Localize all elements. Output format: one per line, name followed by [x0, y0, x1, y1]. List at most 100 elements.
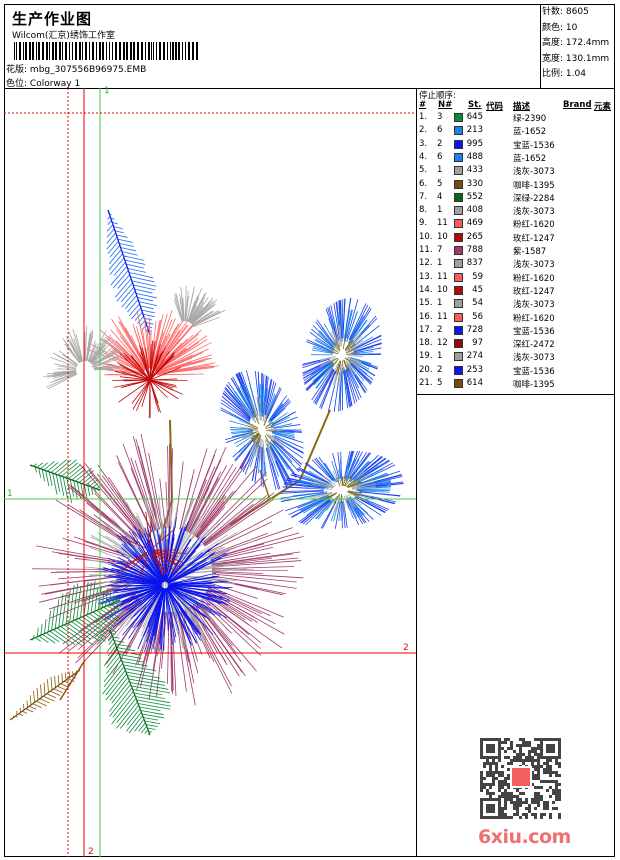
row-stitches: 408 [466, 205, 483, 216]
row-number: 12. [419, 258, 433, 269]
row-description: 宝蓝-1536 [513, 140, 555, 151]
row-stitches: 213 [466, 125, 483, 136]
color-count: 颜色: 10 [542, 22, 578, 33]
col-header-element: 元素 [594, 102, 612, 112]
row-number: 5. [419, 165, 428, 176]
stop-row: 5. 1 433 浅灰-3073 [419, 165, 615, 178]
guide-label: 1 [104, 86, 110, 96]
color-swatch [454, 113, 463, 122]
stop-row: 21. 5 614 咖啡-1395 [419, 378, 615, 391]
color-swatch [454, 206, 463, 216]
stitch-count: 针数: 8605 [542, 7, 589, 17]
stop-row: 16. 11 56 粉红-1620 [419, 312, 615, 325]
row-number: 18. [419, 338, 433, 349]
color-swatch [454, 192, 463, 202]
row-description: 粉红-1620 [513, 220, 555, 231]
col-header-description: 描述 [513, 102, 531, 112]
row-needle: 1 [437, 205, 443, 216]
guide-label: 2 [88, 847, 94, 857]
stop-row: 15. 1 54 浅灰-3073 [419, 298, 615, 311]
studio-name: Wilcom(汇京)绣饰工作室 [12, 31, 115, 41]
row-stitches: 552 [466, 191, 483, 202]
row-description: 粉红-1620 [513, 273, 555, 284]
row-description: 深红-2472 [513, 340, 555, 351]
row-number: 9. [419, 218, 428, 229]
col-header-code: 代码 [486, 102, 504, 112]
stop-row: 17. 2 728 宝蓝-1536 [419, 325, 615, 338]
row-stitches: 995 [466, 138, 483, 149]
row-stitches: 330 [466, 178, 483, 189]
row-number: 3. [419, 138, 428, 149]
row-number: 14. [419, 284, 433, 295]
row-needle: 6 [437, 151, 443, 162]
panel-divider [416, 394, 417, 857]
colorway-label: 色位: [6, 79, 28, 89]
row-description: 咖啡-1395 [513, 380, 555, 390]
color-swatch [454, 152, 463, 162]
row-needle: 6 [437, 125, 443, 136]
stop-row: 9. 11 469 粉红-1620 [419, 218, 615, 231]
row-needle: 10 [437, 284, 448, 295]
row-description: 浅灰-3073 [513, 353, 555, 364]
sheet-frame [4, 4, 615, 857]
row-needle: 11 [437, 218, 448, 229]
row-description: 深绿-2284 [513, 193, 555, 204]
color-swatch [454, 126, 463, 136]
row-needle: 2 [437, 138, 443, 149]
row-description: 粉红-1620 [513, 313, 555, 324]
row-needle: 7 [437, 245, 443, 255]
col-header-number: # [419, 100, 427, 110]
row-description: 浅灰-3073 [513, 300, 555, 311]
row-description: 紫-1587 [513, 247, 547, 257]
header: 生产作业图 Wilcom(汇京)绣饰工作室 花版: mbg_307556B969… [4, 4, 541, 89]
stop-row: 11. 7 788 紫-1587 [419, 245, 615, 258]
row-stitches: 837 [466, 258, 483, 269]
col-header-stitches: St. [468, 100, 482, 110]
row-description: 蓝-1652 [513, 127, 547, 138]
row-number: 16. [419, 311, 433, 322]
row-stitches: 56 [472, 311, 483, 322]
col-header-brand: Brand [563, 100, 592, 110]
color-swatch [454, 365, 463, 375]
color-swatch [454, 139, 463, 149]
row-stitches: 488 [466, 151, 483, 162]
row-number: 13. [419, 271, 433, 282]
row-description: 绿-2390 [513, 114, 547, 124]
row-number: 17. [419, 324, 433, 335]
row-needle: 1 [437, 165, 443, 176]
row-number: 8. [419, 205, 428, 216]
row-number: 6. [419, 178, 428, 189]
design-file-row: 花版: mbg_307556B96975.EMB [6, 62, 146, 75]
stop-sequence-title: 停止顺序: [419, 91, 456, 101]
page-title: 生产作业图 [12, 10, 93, 28]
color-swatch [454, 246, 463, 255]
stop-row: 20. 2 253 宝蓝-1536 [419, 365, 615, 378]
row-number: 21. [419, 378, 433, 388]
stop-row: 6. 5 330 咖啡-1395 [419, 179, 615, 192]
stop-row: 8. 1 408 浅灰-3073 [419, 205, 615, 218]
stop-row: 19. 1 274 浅灰-3073 [419, 351, 615, 364]
row-number: 2. [419, 125, 428, 136]
row-number: 7. [419, 191, 428, 202]
guide-label: 1 [7, 489, 13, 499]
row-description: 宝蓝-1536 [513, 326, 555, 337]
row-number: 19. [419, 351, 433, 362]
stop-row: 10. 10 265 玫红-1247 [419, 232, 615, 245]
row-needle: 1 [437, 258, 443, 269]
color-swatch [454, 352, 463, 362]
stop-row: 2. 6 213 蓝-1652 [419, 125, 615, 138]
color-swatch [454, 219, 463, 229]
stop-row: 13. 11 59 粉红-1620 [419, 272, 615, 285]
row-description: 蓝-1652 [513, 153, 547, 164]
col-header-needle: N# [438, 100, 453, 110]
row-stitches: 728 [466, 324, 483, 335]
barcode [14, 42, 198, 60]
row-stitches: 265 [466, 231, 483, 242]
colorway-value: Colorway 1 [29, 79, 81, 89]
color-swatch [454, 312, 463, 322]
row-stitches: 45 [472, 284, 483, 295]
guide-label: 2 [403, 643, 409, 653]
row-stitches: 97 [472, 338, 483, 349]
row-stitches: 253 [466, 364, 483, 375]
seal-stamp [512, 768, 530, 786]
